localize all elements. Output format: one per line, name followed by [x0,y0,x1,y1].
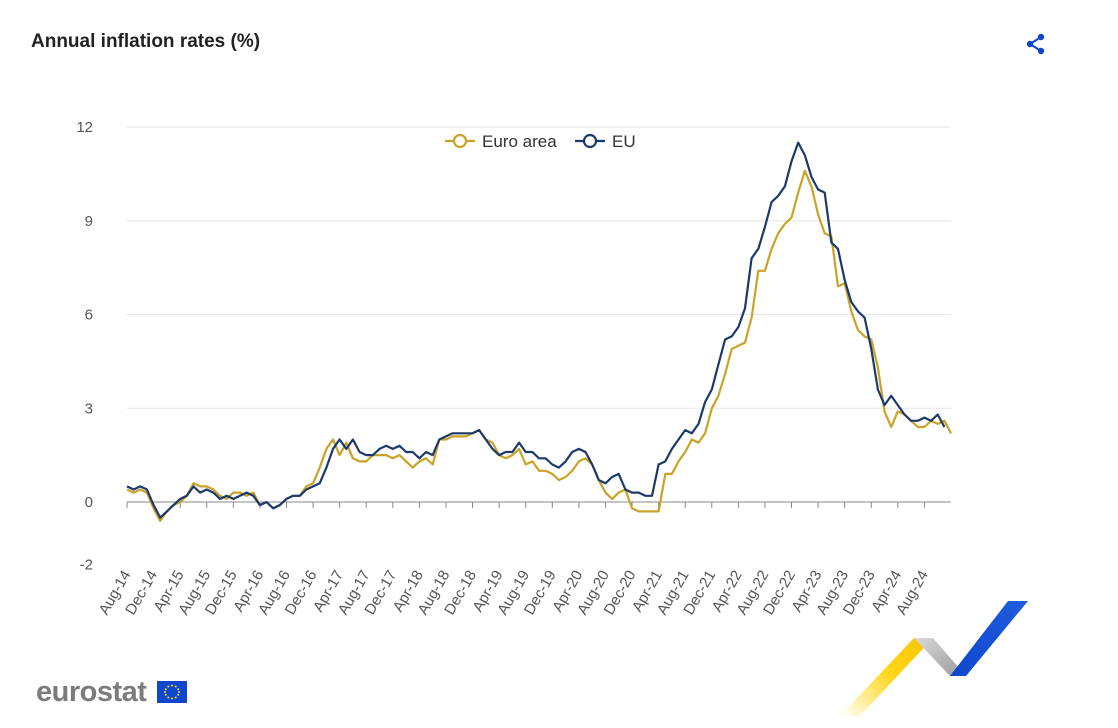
y-tick-label: 9 [85,213,93,230]
y-tick-label: 3 [85,400,93,417]
legend-label-eu: EU [612,132,636,151]
eu-flag-icon [157,681,187,703]
eurostat-logo: eurostat [36,676,147,708]
y-tick-label: 6 [85,307,93,324]
legend-marker-euro-area [452,133,468,149]
legend-label-euro-area: Euro area [482,132,557,151]
legend-marker-eu [582,133,598,149]
y-tick-label: 12 [76,119,93,136]
decorative-stripes [840,601,1028,716]
y-tick-label: 0 [85,494,93,511]
share-icon[interactable] [1024,32,1048,56]
y-tick-label: -2 [80,557,93,574]
series-line-eu [126,141,946,519]
series-line-euro-area [126,169,952,522]
chart-title: Annual inflation rates (%) [31,31,261,52]
